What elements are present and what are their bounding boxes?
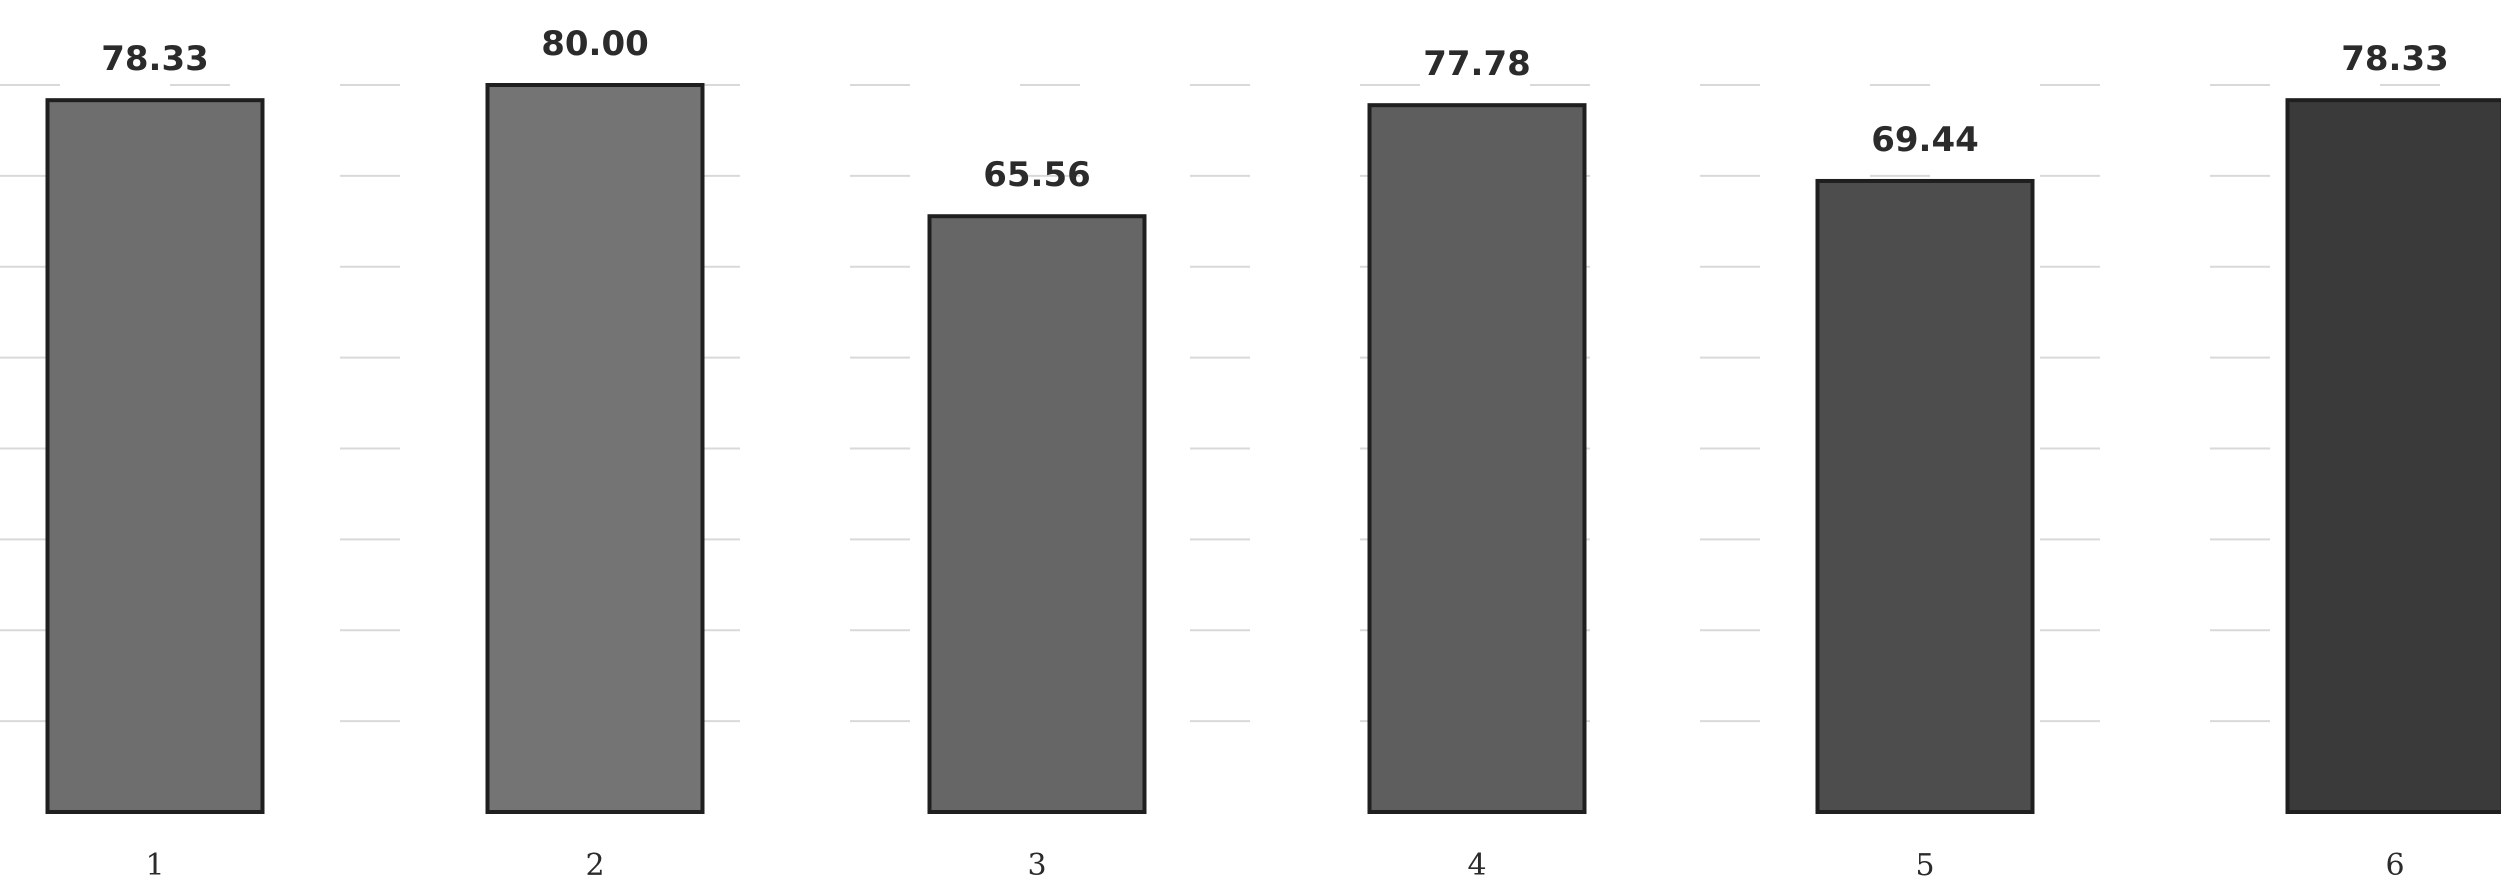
value-label-1: 78.33 xyxy=(101,39,209,79)
x-tick-label-4: 4 xyxy=(1467,848,1486,883)
bar-4 xyxy=(1367,103,1587,814)
bar-6 xyxy=(2285,98,2501,814)
x-tick-label-2: 2 xyxy=(585,848,604,883)
x-tick-label-5: 5 xyxy=(1915,848,1934,883)
value-label-4: 77.78 xyxy=(1423,44,1531,84)
value-label-3: 65.56 xyxy=(983,155,1091,195)
value-label-6: 78.33 xyxy=(2341,39,2449,79)
gridlines xyxy=(0,84,2501,723)
value-label-5: 69.44 xyxy=(1871,120,1979,160)
x-tick-label-1: 1 xyxy=(145,848,164,883)
x-tick-label-6: 6 xyxy=(2385,848,2404,883)
value-label-2: 80.00 xyxy=(541,24,649,64)
x-tick-labels: 1 2 3 4 5 6 xyxy=(145,848,2404,883)
bars xyxy=(45,83,2501,815)
bar-2 xyxy=(485,83,705,814)
bar-1 xyxy=(45,98,265,814)
bar-5 xyxy=(1815,178,2035,815)
value-labels: 78.33 80.00 65.56 77.78 69.44 78.33 xyxy=(101,24,2449,195)
x-tick-label-3: 3 xyxy=(1027,848,1046,883)
bar-3 xyxy=(927,214,1147,814)
